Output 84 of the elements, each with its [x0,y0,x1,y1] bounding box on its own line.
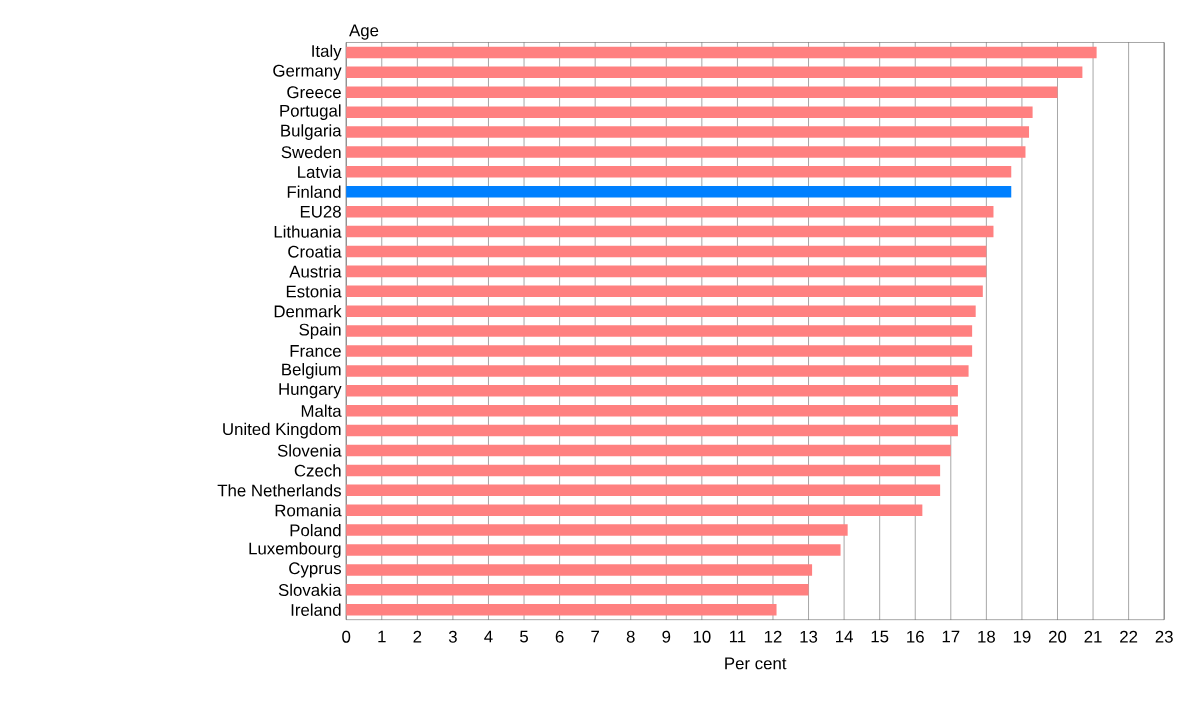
y-tick-label: Finland [287,185,341,199]
y-tick-label: Ireland [291,603,341,617]
bar [346,524,848,537]
x-tick-label: 11 [729,630,746,643]
x-tick-label: 10 [693,630,711,643]
x-tick-label: 1 [378,630,386,643]
x-tick-label: 15 [871,630,889,643]
y-tick-label: Slovenia [277,444,342,457]
y-tick-label: Sweden [281,145,341,159]
bar [346,126,1030,138]
y-tick-label: Greece [287,86,341,99]
x-tick-label: 17 [942,630,960,643]
bar [346,484,941,497]
bar [346,325,973,338]
y-axis-title: Age [349,24,379,40]
x-axis-title: Per cent [725,657,787,670]
y-tick-label: Portugal [280,104,341,121]
y-tick-label: France [290,345,341,358]
x-tick-label: 8 [626,630,635,643]
x-tick-label: 21 [1084,630,1102,643]
bar [346,225,994,238]
y-tick-label: Denmark [274,305,342,318]
y-tick-label: The Netherlands [217,484,341,497]
x-tick-label: 20 [1048,630,1067,643]
y-tick-label: Spain [299,323,341,340]
bar [346,365,969,377]
x-tick-label: 5 [520,630,528,643]
x-tick-label: 12 [764,630,782,643]
y-tick-label: Romania [275,504,342,517]
x-tick-label: 18 [978,630,995,643]
x-tick-label: 16 [907,630,924,643]
bar [346,66,1083,79]
x-tick-label: 13 [800,630,818,643]
y-tick-label: Lithuania [274,225,342,238]
bar [346,146,1026,158]
bar [346,265,987,278]
y-tick-label: Estonia [286,285,342,298]
x-tick-label: 22 [1120,630,1138,643]
y-tick-label: Croatia [288,245,342,258]
bar [346,106,1033,119]
bar [346,345,973,357]
bar [346,405,958,417]
bar [346,285,983,298]
x-tick-label: 7 [591,630,599,643]
x-tick-label: 23 [1155,630,1173,643]
x-tick-label: 3 [448,630,457,643]
x-tick-label: 19 [1013,630,1031,643]
bar [346,425,958,437]
bar [346,385,958,397]
y-tick-label: Bulgaria [281,124,342,141]
bar [346,544,841,556]
bar [346,464,941,477]
y-tick-label: Malta [301,404,342,418]
y-tick-label: Poland [290,524,341,537]
bar [346,584,809,596]
bar [346,186,1012,198]
y-tick-label: Czech [294,464,341,477]
bar [346,166,1012,178]
y-tick-label: EU28 [300,205,341,218]
x-tick-label: 0 [342,630,351,643]
bar [346,86,1058,99]
x-tick-label: 2 [413,630,422,643]
x-tick-label: 9 [662,630,671,643]
x-tick-label: 14 [836,630,853,643]
x-tick-label: 6 [555,630,564,643]
y-tick-label: Belgium [282,363,341,379]
bar [346,305,976,318]
bar [346,444,951,457]
y-tick-label: Luxembourg [249,542,341,559]
bar [346,46,1097,59]
y-tick-label: Hungary [279,383,342,399]
bar [346,604,777,616]
y-tick-label: Italy [312,44,342,61]
y-tick-label: United Kingdom [223,422,341,439]
bar [346,564,813,576]
bar [346,504,923,517]
y-tick-label: Cyprus [289,562,341,578]
y-tick-label: Latvia [298,165,342,179]
x-tick-label: 4 [484,630,493,643]
y-tick-label: Austria [289,265,342,278]
bar [346,245,987,258]
bar [346,206,994,218]
y-tick-label: Slovakia [278,583,342,597]
y-tick-label: Germany [273,64,342,81]
